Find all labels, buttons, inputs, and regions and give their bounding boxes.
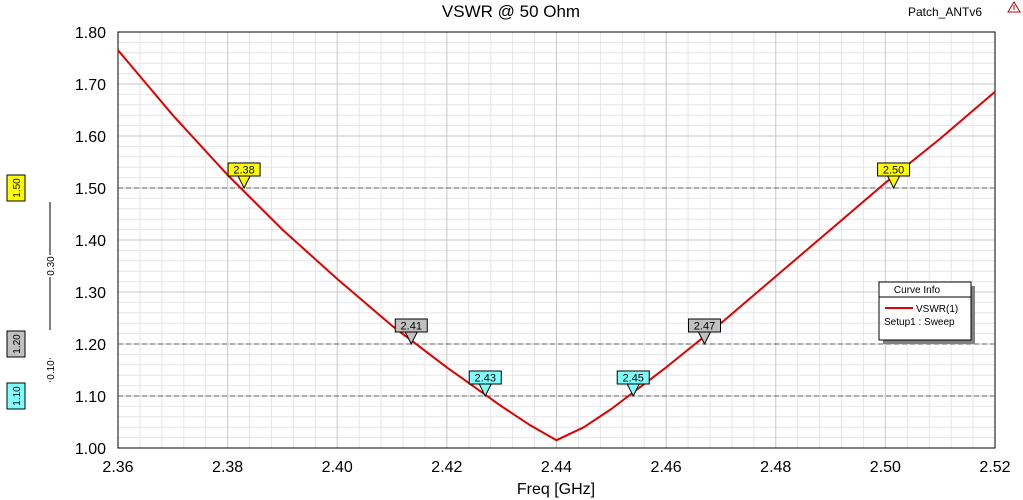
side-tag-box <box>6 382 26 410</box>
marker: 2.38 <box>227 162 261 190</box>
legend-subtitle: Setup1 : Sweep <box>884 317 955 328</box>
marker-pointer <box>404 331 419 346</box>
y-tick-label: 1.40 <box>75 233 106 250</box>
y-tick-label: 1.70 <box>75 77 106 94</box>
chart-title: VSWR @ 50 Ohm <box>442 2 580 21</box>
marker: 2.45 <box>616 370 650 398</box>
marker-label: 2.43 <box>475 373 496 385</box>
marker: 2.50 <box>877 162 911 190</box>
side-reference-tag: 1.10 <box>6 382 26 410</box>
x-axis-label: Freq [GHz] <box>517 481 595 498</box>
delta-label: 0.30 <box>46 256 57 276</box>
side-tag-label: 1.50 <box>12 178 23 198</box>
series-line-vswr <box>117 49 996 442</box>
y-tick-labels: 1.00 1.10 1.20 1.30 1.40 1.50 1.60 1.70 1.80 <box>75 25 106 458</box>
marker-pointer <box>697 331 712 346</box>
delta-label: 0.10 <box>46 360 57 380</box>
y-tick-label: 1.80 <box>75 25 106 42</box>
marker: 2.41 <box>394 318 428 346</box>
x-tick-label: 2.36 <box>102 459 133 476</box>
y-tick-label: 1.30 <box>75 285 106 302</box>
marker-pointer <box>626 383 641 398</box>
marker-layer: 2.38 2.41 2.43 2.45 2.47 2.50 <box>227 162 911 398</box>
plot-frame <box>117 31 996 449</box>
x-tick-label: 2.44 <box>541 459 572 476</box>
side-tag-box <box>6 330 26 358</box>
marker: 2.43 <box>468 370 502 398</box>
marker: 2.47 <box>687 318 721 346</box>
marker-label: 2.45 <box>623 373 644 385</box>
marker-label: 2.41 <box>401 321 422 333</box>
side-reference-tag: 1.20 <box>6 330 26 358</box>
side-tag-label: 1.10 <box>12 386 23 406</box>
marker-label: 2.50 <box>883 165 904 177</box>
marker-pointer <box>478 383 493 398</box>
legend-title: Curve Info <box>894 285 941 296</box>
legend-box <box>878 281 972 341</box>
marker-label: 2.38 <box>233 165 254 177</box>
side-reference-labels: 1.50 1.20 1.10 0.30 0.10 <box>6 174 57 410</box>
delta-bg <box>43 359 56 381</box>
x-tick-label: 2.42 <box>431 459 462 476</box>
series-layer <box>117 49 996 442</box>
marker-label: 2.47 <box>694 321 715 333</box>
y-tick-label: 1.10 <box>75 389 106 406</box>
side-reference-tag: 1.50 <box>6 174 26 202</box>
ansys-logo-icon <box>1007 1 1021 13</box>
delta-bg <box>43 255 56 277</box>
y-tick-label: 1.60 <box>75 129 106 146</box>
x-tick-labels: 2.36 2.38 2.40 2.42 2.44 2.46 2.48 2.50 2.52 <box>102 459 1010 476</box>
marker-pointer <box>237 175 251 190</box>
side-tag-label: 1.20 <box>12 334 23 354</box>
y-tick-label: 1.50 <box>75 181 106 198</box>
x-tick-label: 2.40 <box>322 459 353 476</box>
delta-tag: 0.10 <box>43 359 57 381</box>
x-tick-label: 2.52 <box>979 459 1010 476</box>
marker-pointer <box>886 175 901 190</box>
reference-lines <box>118 187 995 397</box>
delta-tag: 0.30 <box>43 255 57 277</box>
x-tick-label: 2.50 <box>870 459 901 476</box>
x-tick-label: 2.48 <box>760 459 791 476</box>
legend: Curve Info VSWR(1) Setup1 : Sweep <box>878 281 975 344</box>
project-name: Patch_ANTv6 <box>908 5 982 19</box>
x-tick-label: 2.46 <box>651 459 682 476</box>
y-tick-label: 1.20 <box>75 337 106 354</box>
legend-entry: VSWR(1) <box>916 304 958 315</box>
side-tag-box <box>6 174 26 202</box>
y-tick-label: 1.00 <box>75 441 106 458</box>
x-tick-label: 2.38 <box>212 459 243 476</box>
